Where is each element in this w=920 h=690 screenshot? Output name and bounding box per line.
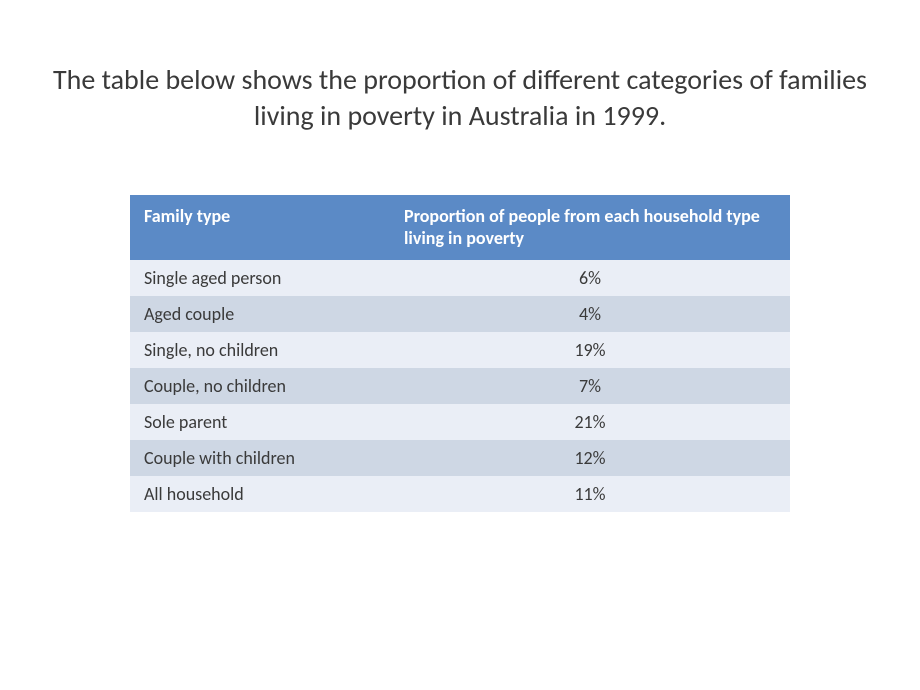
row-value: 4%: [390, 296, 790, 332]
col-header-proportion: Proportion of people from each household…: [390, 195, 790, 260]
row-value: 6%: [390, 260, 790, 296]
col-header-family-type: Family type: [130, 195, 390, 260]
row-value: 11%: [390, 476, 790, 512]
row-value: 12%: [390, 440, 790, 476]
page-title: The table below shows the proportion of …: [30, 62, 890, 135]
table-row: Single, no children 19%: [130, 332, 790, 368]
table-row: Single aged person 6%: [130, 260, 790, 296]
row-label: Single, no children: [130, 332, 390, 368]
table-row: All household 11%: [130, 476, 790, 512]
row-label: Aged couple: [130, 296, 390, 332]
row-label: All household: [130, 476, 390, 512]
row-value: 19%: [390, 332, 790, 368]
table-row: Couple, no children 7%: [130, 368, 790, 404]
table-header-row: Family type Proportion of people from ea…: [130, 195, 790, 260]
row-label: Couple with children: [130, 440, 390, 476]
poverty-table: Family type Proportion of people from ea…: [130, 195, 790, 512]
row-label: Sole parent: [130, 404, 390, 440]
table-row: Sole parent 21%: [130, 404, 790, 440]
title-block: The table below shows the proportion of …: [0, 0, 920, 135]
row-value: 21%: [390, 404, 790, 440]
table-row: Couple with children 12%: [130, 440, 790, 476]
row-label: Single aged person: [130, 260, 390, 296]
row-label: Couple, no children: [130, 368, 390, 404]
row-value: 7%: [390, 368, 790, 404]
table-row: Aged couple 4%: [130, 296, 790, 332]
poverty-table-container: Family type Proportion of people from ea…: [130, 195, 790, 512]
